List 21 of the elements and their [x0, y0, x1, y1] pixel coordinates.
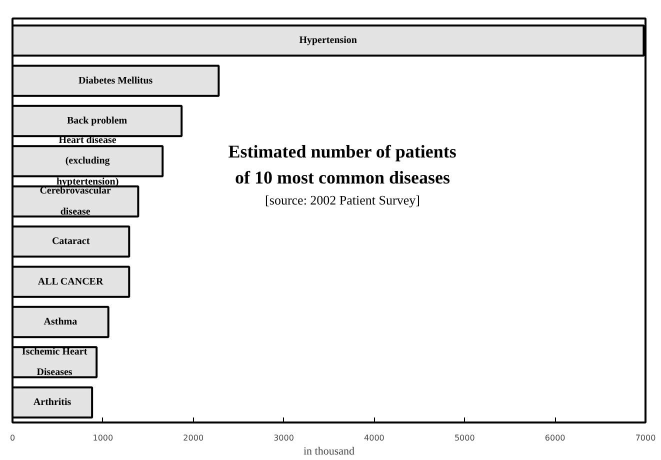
text: Estimated number of patients of 10 most common diseases [228, 142, 456, 188]
y-tick-label: Cerebrovascular disease [40, 185, 112, 218]
text: [source: 2002 Patient Survey] [265, 192, 420, 208]
y-tick-label: Ischemic Heart Diseases [22, 346, 88, 378]
x-axis-title: in thousand [303, 446, 356, 458]
x-tick-label: 0 [10, 434, 16, 442]
x-tick-label: 3000 [274, 434, 294, 442]
x-tick-label: 2000 [183, 434, 204, 442]
x-tick-label: 7000 [635, 434, 656, 442]
y-tick-label: Heart disease (excluding hyptertension) [56, 134, 119, 188]
y-tick-label: Cataract [52, 236, 90, 248]
y-tick-label: ALL CANCER [38, 276, 104, 288]
x-tick-label: 4000 [364, 434, 384, 442]
y-tick-label: Diabetes Mellitus [78, 75, 153, 86]
y-tick-label: Asthma [44, 316, 78, 328]
y-tick-label: Hypertension [299, 35, 358, 46]
x-tick-label: 5000 [454, 434, 475, 442]
y-tick-label: Back problem [67, 116, 128, 127]
y-tick-label: Arthritis [33, 396, 72, 408]
x-tick-label: 1000 [92, 434, 114, 442]
x-tick-label: 6000 [544, 434, 566, 442]
